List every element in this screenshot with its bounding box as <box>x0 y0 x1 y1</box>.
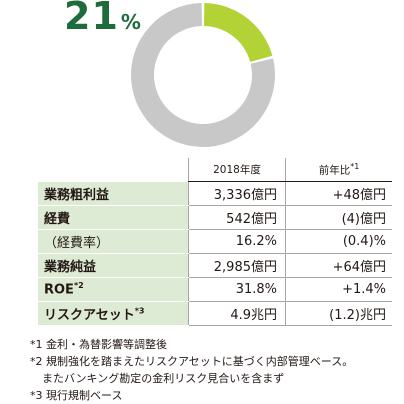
row-label: リスクアセット*3 <box>38 301 189 326</box>
table-row: （経費率） 16.2% (0.4)% <box>38 229 392 254</box>
row-label: 業務純益 <box>38 253 189 278</box>
row-yoy: +64億円 <box>285 253 392 278</box>
header-fy2018-label: 2018年度 <box>213 164 261 176</box>
footnote-2: *2 規制強化を踏まえたリスクアセットに基づく内部管理ベース。 <box>30 355 354 368</box>
row-yoy: +1.4% <box>285 277 392 302</box>
row-yoy: (1.2)兆円 <box>285 301 392 326</box>
header-yoy: 前年比*1 <box>285 158 392 182</box>
footnotes: *1 金利・為替影響等調整後 *2 規制強化を踏まえたリスクアセットに基づく内部… <box>30 336 353 404</box>
table-row: リスクアセット*3 4.9兆円 (1.2)兆円 <box>38 301 392 326</box>
pie-slice-1 <box>203 3 273 62</box>
row-yoy: +48億円 <box>285 181 392 206</box>
table-row: 業務粗利益 3,336億円 +48億円 <box>38 181 392 206</box>
row-label-text: 経費 <box>44 212 71 227</box>
header-yoy-label: 前年比 <box>318 164 351 177</box>
table-header-row: 2018年度 前年比*1 <box>38 158 392 182</box>
row-value: 3,336億円 <box>188 181 286 206</box>
row-label: 経費 <box>38 205 189 230</box>
row-label-note: *3 <box>134 306 145 316</box>
row-yoy: (0.4)% <box>285 229 392 254</box>
highlight-percentage: 21% <box>64 0 141 38</box>
row-value: 542億円 <box>188 205 286 230</box>
row-label: ROE*2 <box>38 277 189 302</box>
donut-chart <box>131 3 275 147</box>
kpi-table: 2018年度 前年比*1 業務粗利益 3,336億円 +48億円経費 542億円 (4)… <box>38 158 392 326</box>
row-label-text: ROE <box>44 282 74 298</box>
row-value: 31.8% <box>188 277 286 302</box>
row-label-text: リスクアセット <box>44 308 135 323</box>
table-row: ROE*2 31.8% +1.4% <box>38 277 392 302</box>
table-row: 経費 542億円 (4)億円 <box>38 205 392 230</box>
highlight-number: 21 <box>64 0 119 38</box>
row-label-text: 業務粗利益 <box>44 187 110 203</box>
row-value: 2,985億円 <box>188 253 286 278</box>
row-label-note: *2 <box>73 281 84 291</box>
footnote-1: *1 金利・為替影響等調整後 <box>30 338 167 351</box>
row-yoy: (4)億円 <box>285 205 392 230</box>
highlight-unit: % <box>120 10 141 34</box>
row-label-text: （経費率） <box>44 236 110 251</box>
row-value: 16.2% <box>188 229 286 254</box>
header-yoy-note: *1 <box>350 161 360 171</box>
row-label: （経費率） <box>38 229 189 254</box>
header-empty <box>38 158 189 182</box>
row-label: 業務粗利益 <box>38 181 189 206</box>
row-label-text: 業務純益 <box>44 260 97 275</box>
pie-slice-2 <box>131 3 275 147</box>
table-row: 業務純益 2,985億円 +64億円 <box>38 253 392 278</box>
row-value: 4.9兆円 <box>188 301 286 326</box>
footnote-2-continued: またバンキング勘定の金利リスク見合いを含まず <box>42 372 285 385</box>
footnote-3: *3 現行規制ベース <box>30 389 123 402</box>
header-fy2018: 2018年度 <box>188 158 286 182</box>
